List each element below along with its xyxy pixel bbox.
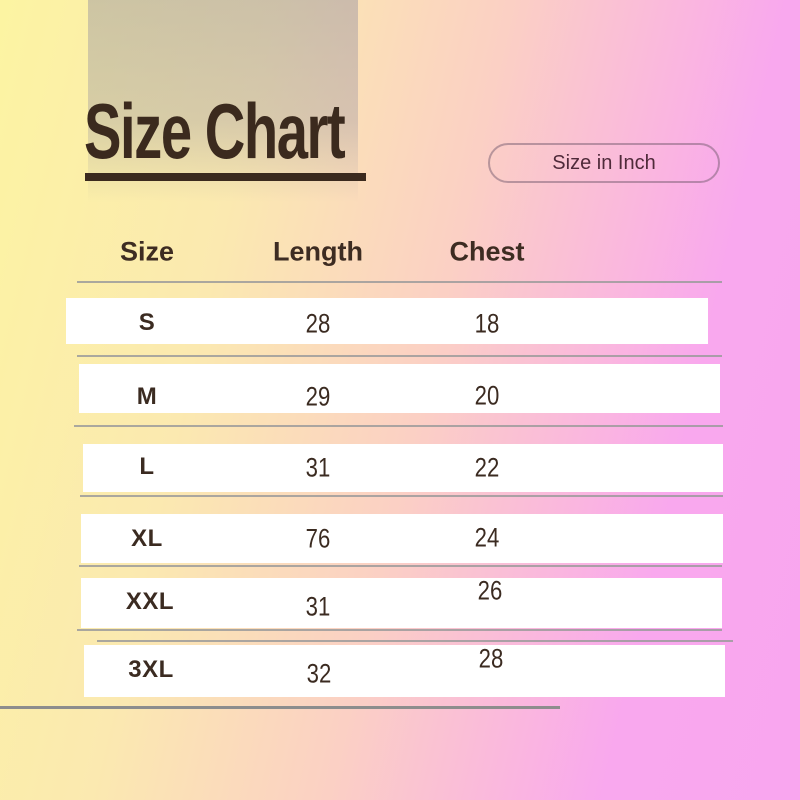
title-underline [85,173,366,181]
size-unit-badge-label: Size in Inch [552,151,656,174]
chest-cell: 28 [478,643,504,674]
table-row-band [66,298,708,344]
length-cell: 28 [305,308,331,339]
chest-cell: 20 [474,380,500,411]
chest-cell: 24 [474,522,500,553]
size-cell: XXL [125,588,175,615]
size-cell: L [139,453,155,480]
table-row-band [81,578,722,628]
row-separator-line [77,629,722,631]
size-cell: 3XL [128,656,174,683]
length-cell: 31 [305,591,331,622]
row-separator-line [74,425,723,427]
length-cell: 31 [305,452,331,483]
row-separator-line [79,565,722,567]
chest-cell: 18 [474,308,500,339]
page-title: Size Chart [84,87,346,175]
chest-cell: 26 [477,575,503,606]
row-separator-line [80,495,723,497]
row-separator-line [97,640,733,642]
chest-cell: 22 [474,452,500,483]
header-underline-line [77,281,722,283]
size-cell: S [138,309,156,336]
table-row-band [83,444,723,492]
row-separator-line [77,355,722,357]
size-cell: M [136,383,158,410]
table-row-band [81,514,723,563]
table-row-band [84,645,725,697]
photo-overlay [88,0,358,202]
column-header-size: Size [119,236,175,267]
bottom-rule-line [0,706,560,709]
size-unit-badge[interactable]: Size in Inch [488,143,720,183]
column-header-chest: Chest [449,236,525,267]
length-cell: 29 [305,381,331,412]
length-cell: 32 [306,658,332,689]
column-header-length: Length [273,236,363,267]
length-cell: 76 [305,523,331,554]
size-cell: XL [131,525,163,552]
table-row-band [79,364,720,413]
